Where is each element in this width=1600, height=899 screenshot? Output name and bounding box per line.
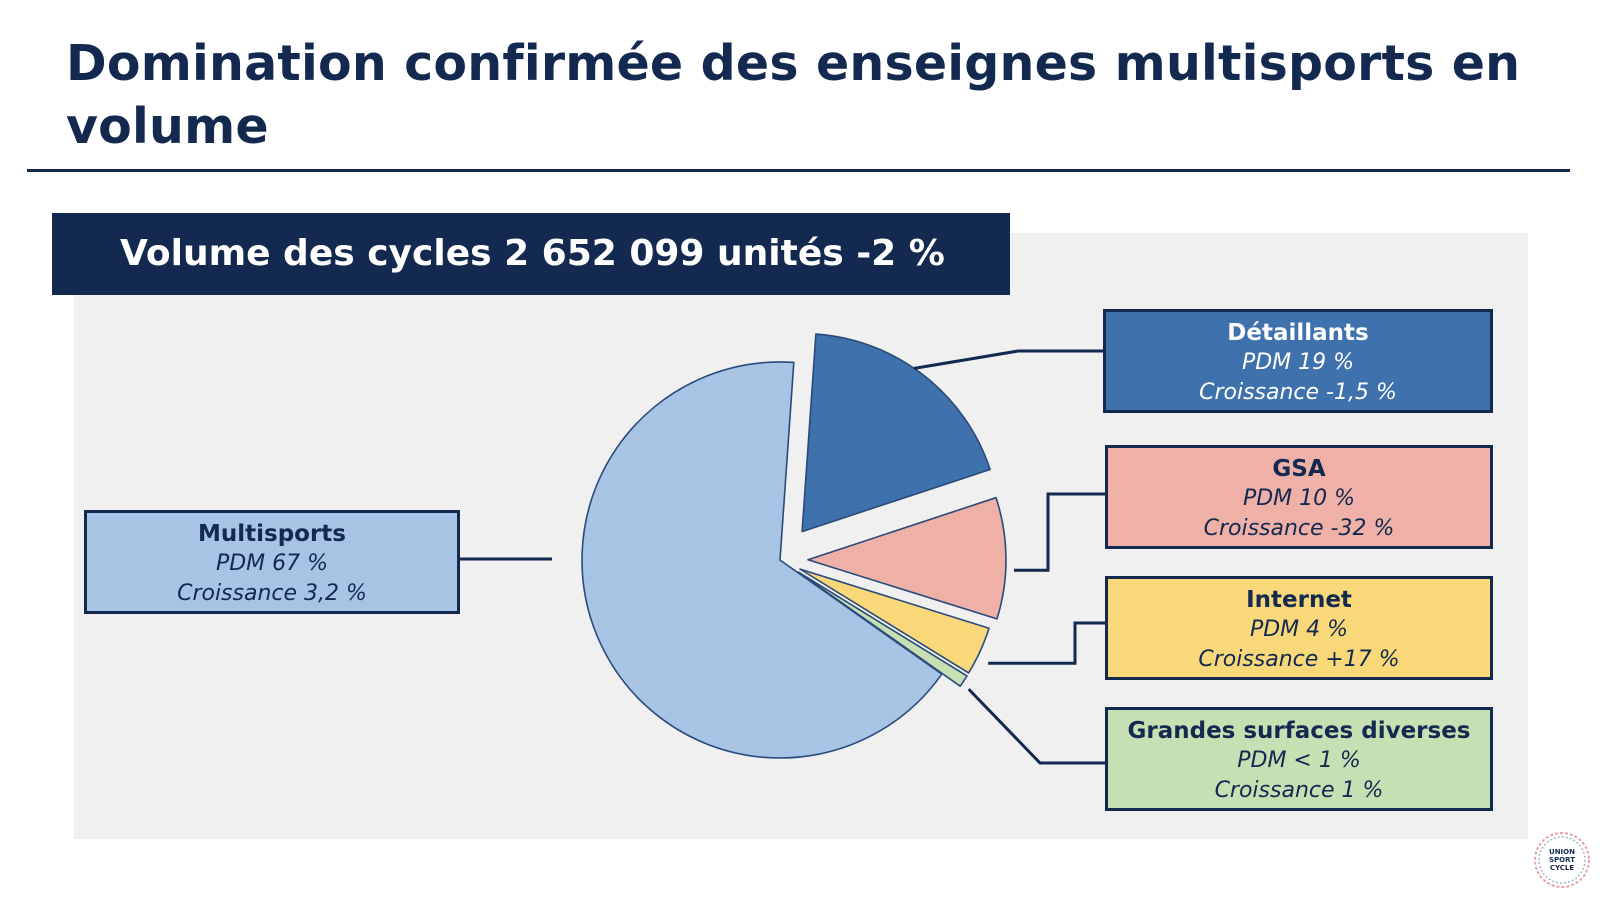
label-box-multisports: Multisports PDM 67 % Croissance 3,2 % [84,510,460,614]
leader-line-gsa [1013,492,1105,572]
logo-line-3: CYCLE [1550,864,1575,872]
slice-pdm: PDM 10 % [1242,486,1356,511]
title-divider [27,169,1570,172]
pie-slice-d-taillants [801,333,991,533]
slice-pdm: PDM < 1 % [1237,748,1361,773]
label-box-grandes-surfaces: Grandes surfaces diverses PDM < 1 % Croi… [1105,707,1493,811]
logo-line-1: UNION [1549,848,1575,856]
leader-line-internet [988,621,1105,665]
slice-name: Détaillants [1227,320,1369,346]
slice-name: Grandes surfaces diverses [1127,718,1471,744]
pie-slice-multisports [581,361,943,759]
logo-line-2: SPORT [1549,856,1575,864]
label-box-gsa: GSA PDM 10 % Croissance -32 % [1105,445,1493,549]
slice-name: GSA [1272,456,1326,482]
slice-growth: Croissance +17 % [1198,647,1400,672]
slice-growth: Croissance 3,2 % [177,581,367,606]
label-box-detaillants: Détaillants PDM 19 % Croissance -1,5 % [1103,309,1493,413]
pie-slice-internet [799,568,990,674]
page-title: Domination confirmée des enseignes multi… [66,35,1521,155]
leader-line-grandes-surfaces [967,688,1105,765]
label-box-internet: Internet PDM 4 % Croissance +17 % [1105,576,1493,680]
slice-growth: Croissance -1,5 % [1199,380,1397,405]
pie-slice-grandes-surfaces-diverses [797,571,968,688]
slice-pdm: PDM 67 % [215,551,329,576]
pie-slice-gsa [807,496,1007,620]
slice-name: Multisports [197,521,346,547]
slice-pdm: PDM 19 % [1241,350,1355,375]
slice-name: Internet [1246,587,1352,613]
slice-pdm: PDM 4 % [1249,617,1349,642]
union-sport-cycle-logo: UNION SPORT CYCLE [1534,832,1590,888]
leader-line-detaillants [913,349,1103,370]
slice-growth: Croissance 1 % [1214,778,1384,803]
chart-banner: Volume des cycles 2 652 099 unités -2 % [52,213,1010,295]
slice-growth: Croissance -32 % [1203,516,1395,541]
